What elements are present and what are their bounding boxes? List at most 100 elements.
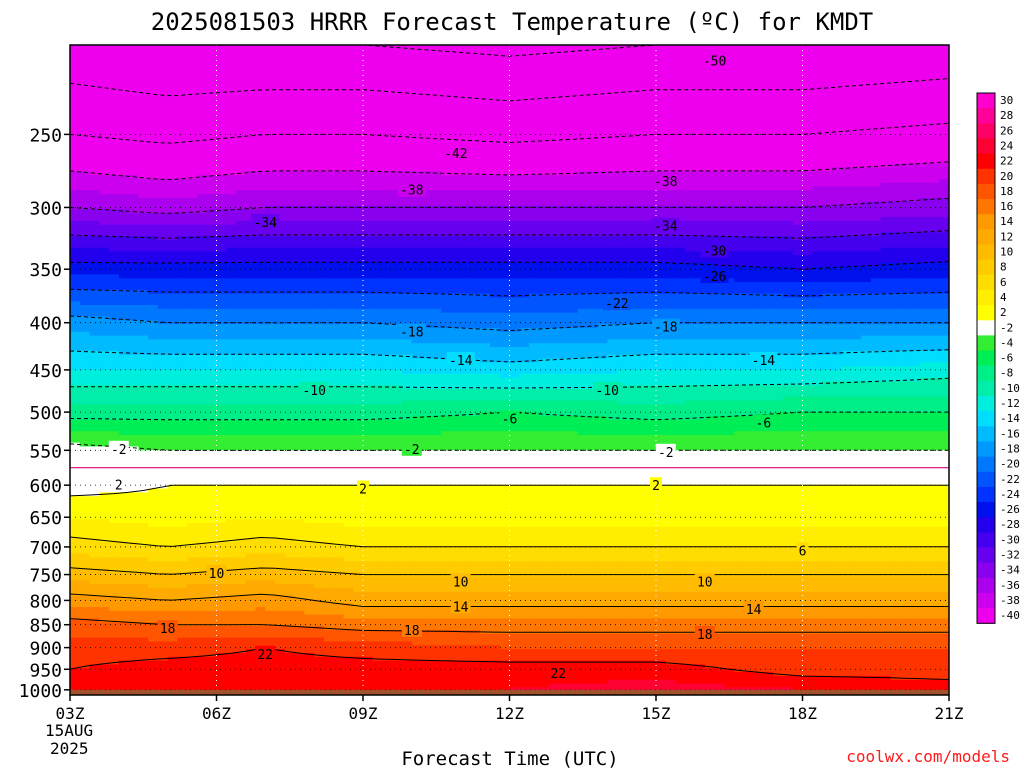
temperature-cell bbox=[724, 484, 735, 528]
temperature-cell bbox=[421, 545, 432, 562]
temperature-cell bbox=[695, 370, 706, 386]
temperature-cell bbox=[70, 607, 81, 620]
temperature-cell bbox=[236, 190, 247, 211]
temperature-cell bbox=[314, 308, 325, 325]
temperature-cell bbox=[245, 649, 257, 692]
temperature-cell bbox=[118, 289, 130, 306]
temperature-cell bbox=[187, 178, 198, 199]
temperature-cell bbox=[89, 385, 100, 406]
temperature-cell bbox=[216, 542, 227, 558]
temperature-cell bbox=[138, 522, 149, 547]
temperature-cell bbox=[431, 190, 442, 207]
temperature-cell bbox=[685, 278, 696, 295]
temperature-cell bbox=[245, 385, 257, 406]
temperature-cell bbox=[841, 186, 852, 207]
temperature-cell bbox=[812, 45, 823, 172]
temperature-cell bbox=[626, 385, 638, 406]
temperature-cell bbox=[431, 247, 442, 264]
temperature-cell bbox=[538, 415, 550, 432]
temperature-cell bbox=[333, 572, 345, 589]
temperature-cell bbox=[607, 220, 618, 237]
temperature-cell bbox=[421, 400, 432, 417]
temperature-cell bbox=[558, 649, 569, 662]
temperature-cell bbox=[880, 591, 891, 608]
temperature-cell bbox=[314, 324, 325, 341]
color-scale-swatch bbox=[977, 335, 995, 351]
temperature-cell bbox=[519, 175, 530, 191]
temperature-cell bbox=[753, 370, 765, 386]
date-label-day: 15AUG bbox=[45, 721, 93, 740]
color-scale-label: 22 bbox=[1000, 155, 1013, 168]
temperature-cell bbox=[587, 618, 598, 635]
temperature-cell bbox=[636, 324, 647, 341]
temperature-cell bbox=[441, 576, 452, 593]
temperature-cell bbox=[489, 262, 501, 279]
temperature-cell bbox=[216, 339, 227, 356]
temperature-cell bbox=[392, 171, 403, 191]
temperature-cell bbox=[118, 446, 130, 493]
temperature-cell bbox=[675, 262, 686, 279]
temperature-cell bbox=[548, 327, 559, 344]
temperature-cell bbox=[460, 645, 472, 662]
temperature-cell bbox=[802, 412, 813, 432]
temperature-cell bbox=[431, 293, 442, 310]
temperature-cell bbox=[568, 278, 579, 295]
temperature-cell bbox=[792, 354, 804, 371]
temperature-cell bbox=[275, 324, 286, 341]
temperature-cell bbox=[831, 220, 843, 237]
temperature-cell bbox=[245, 519, 257, 539]
temperature-cell bbox=[519, 247, 530, 264]
temperature-cell bbox=[929, 431, 940, 451]
temperature-cell bbox=[284, 595, 296, 612]
temperature-cell bbox=[929, 182, 940, 199]
temperature-cell bbox=[265, 45, 276, 172]
temperature-cell bbox=[568, 389, 579, 402]
temperature-cell bbox=[822, 282, 833, 295]
temperature-cell bbox=[587, 171, 598, 191]
temperature-cell bbox=[236, 247, 247, 264]
temperature-cell bbox=[773, 308, 784, 325]
temperature-cell bbox=[450, 247, 462, 264]
temperature-cell bbox=[431, 205, 442, 222]
temperature-cell bbox=[763, 205, 774, 222]
temperature-cell bbox=[275, 293, 286, 310]
temperature-cell bbox=[148, 278, 159, 295]
temperature-cell bbox=[216, 522, 227, 543]
temperature-cell bbox=[216, 251, 227, 264]
temperature-cell bbox=[294, 339, 305, 356]
temperature-cell bbox=[822, 354, 833, 371]
temperature-cell bbox=[294, 626, 305, 639]
temperature-cell bbox=[519, 45, 530, 176]
temperature-cell bbox=[206, 262, 218, 279]
temperature-cell bbox=[841, 339, 852, 352]
isotherm-label-bg bbox=[650, 477, 662, 493]
temperature-cell bbox=[753, 308, 765, 325]
temperature-cell bbox=[548, 415, 559, 432]
temperature-cell bbox=[382, 630, 393, 643]
temperature-cell bbox=[607, 649, 618, 662]
temperature-cell bbox=[773, 675, 784, 688]
temperature-cell bbox=[441, 415, 452, 432]
temperature-cell bbox=[861, 45, 872, 168]
temperature-cell bbox=[167, 599, 179, 612]
temperature-cell bbox=[919, 561, 931, 578]
temperature-cell bbox=[138, 262, 149, 279]
temperature-cell bbox=[929, 377, 940, 398]
temperature-cell bbox=[939, 278, 949, 295]
temperature-cell bbox=[89, 607, 100, 620]
temperature-cell bbox=[333, 557, 345, 574]
temperature-cell bbox=[245, 293, 257, 310]
temperature-cell bbox=[577, 343, 589, 360]
temperature-cell bbox=[206, 584, 218, 601]
temperature-cell bbox=[763, 545, 774, 562]
temperature-cell bbox=[851, 618, 862, 635]
temperature-cell bbox=[431, 415, 442, 436]
temperature-cell bbox=[323, 45, 335, 172]
temperature-cell bbox=[99, 262, 110, 276]
temperature-cell bbox=[782, 220, 794, 237]
temperature-cell bbox=[558, 415, 569, 432]
temperature-cell bbox=[509, 607, 520, 620]
temperature-cell bbox=[890, 45, 901, 165]
isotherm-label-bg bbox=[357, 480, 369, 496]
temperature-cell bbox=[489, 576, 501, 593]
